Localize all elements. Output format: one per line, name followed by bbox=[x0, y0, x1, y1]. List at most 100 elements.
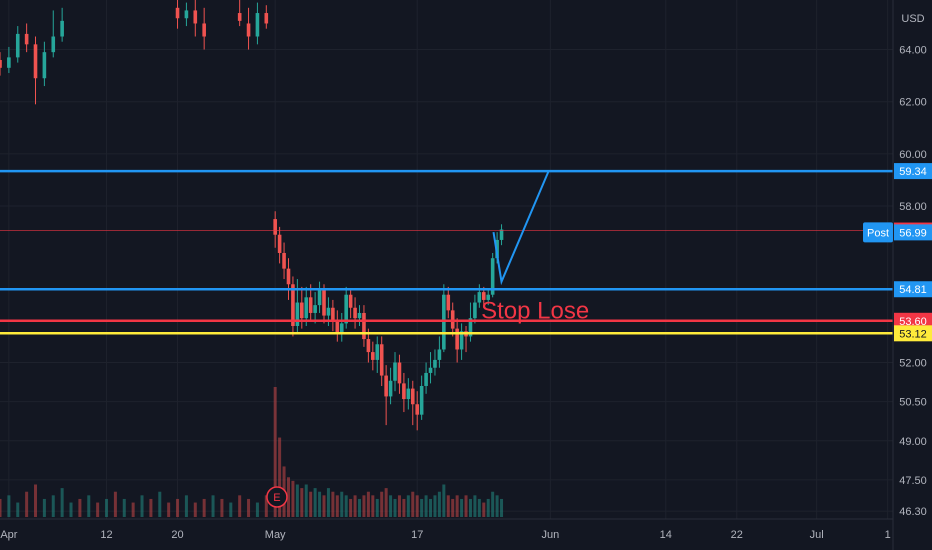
candle-body bbox=[446, 294, 451, 311]
volume-bar bbox=[491, 491, 495, 517]
candle-body bbox=[313, 305, 317, 313]
currency-label[interactable]: USD bbox=[901, 13, 924, 25]
volume-bar bbox=[415, 495, 419, 517]
y-tick-label: 47.50 bbox=[899, 475, 927, 487]
price-axis[interactable] bbox=[894, 0, 932, 519]
volume-bar bbox=[389, 495, 393, 517]
volume-bar bbox=[255, 502, 259, 517]
volume-bar bbox=[358, 498, 362, 517]
candle-body bbox=[42, 52, 47, 79]
candle-body bbox=[348, 294, 353, 308]
volume-bar bbox=[291, 480, 295, 517]
candle-body bbox=[24, 33, 29, 45]
time-axis-labels: Apr 12 20 May 17 Jun 14 22 Jul 1 bbox=[0, 529, 890, 541]
volume-bar bbox=[96, 502, 100, 517]
x-tick-label: 12 bbox=[100, 529, 112, 541]
volume-bar bbox=[353, 495, 357, 517]
price-tag-label: 53.12 bbox=[899, 328, 927, 340]
price-tag-label: 54.81 bbox=[899, 284, 927, 296]
candle-body bbox=[481, 292, 486, 300]
candle-body bbox=[282, 252, 286, 269]
volume-bar bbox=[326, 488, 330, 517]
volume-bar bbox=[176, 498, 180, 517]
volume-bar bbox=[340, 491, 344, 517]
volume-bar bbox=[455, 495, 459, 517]
earnings-marker[interactable] bbox=[266, 486, 288, 508]
candle-body bbox=[362, 312, 366, 340]
volume-bar bbox=[344, 495, 348, 517]
x-tick-label: May bbox=[265, 529, 286, 541]
volume-bar bbox=[309, 491, 313, 517]
volume-bar bbox=[122, 498, 126, 517]
volume-bar bbox=[313, 488, 317, 517]
volume-bar bbox=[34, 484, 38, 517]
volume-bar bbox=[495, 495, 499, 517]
candle-body bbox=[0, 59, 2, 68]
volume-bar bbox=[402, 498, 406, 517]
candle-body bbox=[379, 344, 384, 376]
volume-bar bbox=[473, 495, 477, 517]
volume-bar bbox=[229, 502, 233, 517]
candle-body bbox=[442, 294, 446, 350]
candle-body bbox=[308, 297, 313, 313]
volume-bar bbox=[322, 495, 326, 517]
volume-bar bbox=[60, 488, 64, 517]
stop-lose-annotation[interactable]: Stop Lose bbox=[481, 297, 589, 324]
volume-bar bbox=[0, 498, 2, 517]
volume-bar bbox=[442, 484, 446, 517]
price-tag bbox=[894, 312, 932, 329]
x-tick-label: Jun bbox=[541, 529, 559, 541]
candle-body bbox=[304, 297, 309, 319]
volume-bar bbox=[331, 491, 335, 517]
y-tick-label: 52.00 bbox=[899, 358, 927, 370]
candle-body bbox=[402, 383, 406, 400]
candle-body bbox=[273, 219, 277, 235]
volume-bar bbox=[349, 498, 353, 517]
candle-body bbox=[371, 352, 375, 360]
y-tick-label: 62.00 bbox=[899, 97, 927, 109]
volume-bar bbox=[304, 484, 308, 517]
candle-body bbox=[60, 20, 64, 37]
volume-bar bbox=[429, 498, 433, 517]
y-tick-label: 50.50 bbox=[899, 397, 927, 409]
candle-body bbox=[490, 258, 495, 295]
price-axis-labels: 64.00 62.00 60.00 58.00 52.00 50.50 49.00 47.50… bbox=[899, 45, 927, 519]
volume-bar bbox=[87, 495, 91, 517]
x-tick-label: Jul bbox=[810, 529, 824, 541]
volume-bar bbox=[393, 498, 397, 517]
price-levels[interactable] bbox=[0, 169, 893, 335]
volume-bar bbox=[295, 484, 299, 517]
volume-bar bbox=[380, 491, 384, 517]
candle-body bbox=[437, 349, 442, 360]
volume-bar bbox=[437, 491, 441, 517]
volume-bar bbox=[362, 495, 366, 517]
candle-body bbox=[366, 339, 371, 353]
volume-bar bbox=[51, 495, 55, 517]
candle-body bbox=[433, 359, 437, 368]
candle-body bbox=[415, 404, 420, 415]
volume-bar bbox=[446, 495, 450, 517]
candle-body bbox=[193, 10, 198, 24]
x-tick-label: 1 bbox=[885, 529, 891, 541]
volume-bar bbox=[451, 498, 455, 517]
candle-body bbox=[384, 375, 388, 397]
candle-body bbox=[295, 302, 300, 327]
candle-body bbox=[51, 36, 56, 53]
projection-polyline[interactable] bbox=[492, 170, 550, 286]
candle-body bbox=[237, 13, 242, 21]
volume-bar bbox=[78, 498, 82, 517]
volume-bar bbox=[433, 495, 437, 517]
volume-bar bbox=[486, 498, 490, 517]
annotations[interactable]: Stop Lose E bbox=[266, 297, 589, 508]
volume-bar bbox=[140, 495, 144, 517]
candle-body bbox=[255, 13, 260, 37]
price-tag bbox=[894, 281, 932, 298]
candle-body bbox=[331, 307, 335, 321]
volume-bar bbox=[184, 495, 188, 517]
candle-body bbox=[499, 229, 504, 240]
volume-bar bbox=[406, 495, 410, 517]
projection-path[interactable] bbox=[492, 170, 550, 286]
earnings-marker-label: E bbox=[273, 492, 280, 504]
volume-bar bbox=[424, 495, 428, 517]
